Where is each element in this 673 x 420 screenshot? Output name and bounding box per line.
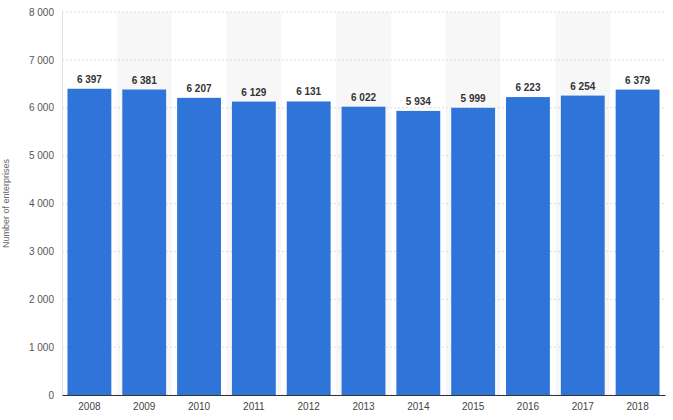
bar [561,96,605,395]
y-tick-label: 7 000 [29,55,54,66]
data-label: 6 223 [515,82,540,93]
x-tick-label: 2018 [626,401,649,412]
x-tick-label: 2013 [352,401,375,412]
y-axis-line [62,13,63,396]
x-tick-label: 2015 [462,401,485,412]
x-tick-label: 2011 [243,401,265,412]
x-tick: 2016 [517,395,540,412]
y-tick-label: 2 000 [29,294,54,305]
column-band [555,12,610,395]
x-tick: 2011 [243,395,265,412]
data-label: 6 254 [570,81,595,92]
grid [62,12,665,395]
bar [67,89,111,395]
y-tick-label: 4 000 [29,198,54,209]
x-tick-label: 2012 [298,401,321,412]
data-label: 5 934 [406,96,431,107]
data-label: 6 131 [296,86,321,97]
y-tick: 1 000 [29,342,62,353]
column-band [336,12,391,395]
x-tick: 2008 [78,395,101,412]
column-shading [117,12,610,395]
y-axis-title: Number of enterprises [1,158,11,248]
x-tick-label: 2014 [407,401,430,412]
data-label: 6 379 [625,75,650,86]
x-tick-label: 2016 [517,401,540,412]
x-axis: 2008 2009 2010 2011 2012 2013 2014 2015 2016 2017… [63,395,666,412]
x-tick-label: 2010 [188,401,211,412]
column-band [226,12,281,395]
y-axis: 0 1 000 2 000 3 000 4 000 5 000 6 000 7 000 8 00… [29,7,63,401]
y-tick: 8 000 [29,7,62,18]
data-label: 6 381 [132,75,157,86]
x-tick: 2015 [462,395,485,412]
bar [122,90,166,395]
bar [451,108,495,395]
grid-line [62,12,665,13]
x-tick-label: 2008 [78,401,101,412]
x-tick: 2012 [298,395,321,412]
y-tick-label: 8 000 [29,7,54,18]
y-tick-label: 0 [48,390,54,401]
y-tick-label: 6 000 [29,102,54,113]
bar [506,97,550,395]
y-tick-label: 1 000 [29,342,54,353]
y-tick: 6 000 [29,102,62,113]
bar [396,111,440,395]
y-tick-label: 3 000 [29,246,54,257]
x-tick: 2009 [133,395,156,412]
y-tick: 7 000 [29,55,62,66]
column-band [117,12,172,395]
bar [616,90,660,395]
y-tick: 0 [48,390,62,401]
data-labels: 6 397 6 381 6 207 6 129 6 131 6 022 5 934 5 999… [77,74,651,107]
bar [177,98,221,395]
data-label: 6 207 [187,83,212,94]
y-tick: 2 000 [29,294,62,305]
bar [232,102,276,395]
y-tick: 3 000 [29,246,62,257]
x-tick-label: 2009 [133,401,156,412]
y-tick: 4 000 [29,198,62,209]
x-axis-line [63,395,666,396]
grid-line [62,59,665,60]
x-tick: 2018 [626,395,649,412]
data-label: 6 397 [77,74,102,85]
y-tick-label: 5 000 [29,150,54,161]
data-label: 6 022 [351,92,376,103]
x-tick-label: 2017 [572,401,595,412]
bar [342,107,386,395]
column-band [446,12,501,395]
x-tick: 2017 [572,395,595,412]
bars [67,89,659,395]
y-tick: 5 000 [29,150,62,161]
data-label: 5 999 [461,93,486,104]
plot: 0 1 000 2 000 3 000 4 000 5 000 6 000 7 000 8 00… [29,7,666,412]
x-tick: 2014 [407,395,430,412]
chart: 0 1 000 2 000 3 000 4 000 5 000 6 000 7 000 8 00… [0,0,673,420]
x-tick: 2010 [188,395,211,412]
x-tick: 2013 [352,395,375,412]
bar [287,101,331,395]
data-label: 6 129 [241,87,266,98]
